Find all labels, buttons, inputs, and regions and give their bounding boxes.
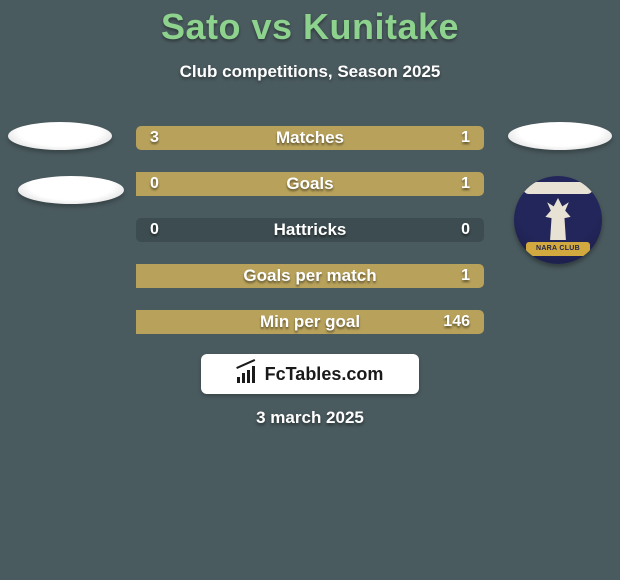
player1-club-placeholder (18, 176, 124, 204)
date-label: 3 march 2025 (0, 408, 620, 428)
brand-name: FcTables.com (265, 364, 384, 385)
stat-row-goals: 0 Goals 1 (136, 172, 484, 196)
page-title: Sato vs Kunitake (0, 0, 620, 48)
stat-right-value: 0 (461, 218, 470, 242)
bar-chart-icon (237, 365, 259, 383)
stat-fill-right (136, 264, 484, 288)
stat-label: Hattricks (136, 218, 484, 242)
crest-label: NARA CLUB (526, 242, 590, 256)
brand-badge[interactable]: FcTables.com (201, 354, 419, 394)
stat-row-matches: 3 Matches 1 (136, 126, 484, 150)
stat-fill-right (136, 172, 484, 196)
stat-fill-right (397, 126, 484, 150)
stat-row-goals-per-match: Goals per match 1 (136, 264, 484, 288)
stat-fill-right (136, 310, 484, 334)
crest-banner (523, 182, 593, 194)
stat-fill-left (136, 126, 397, 150)
deer-icon (540, 198, 576, 240)
player2-avatar-placeholder (508, 122, 612, 150)
player1-avatar-placeholder (8, 122, 112, 150)
subtitle: Club competitions, Season 2025 (0, 62, 620, 82)
stat-row-min-per-goal: Min per goal 146 (136, 310, 484, 334)
stats-infographic: Sato vs Kunitake Club competitions, Seas… (0, 0, 620, 580)
stat-left-value: 0 (150, 218, 159, 242)
stat-row-hattricks: 0 Hattricks 0 (136, 218, 484, 242)
player2-club-crest: NARA CLUB (514, 176, 602, 264)
